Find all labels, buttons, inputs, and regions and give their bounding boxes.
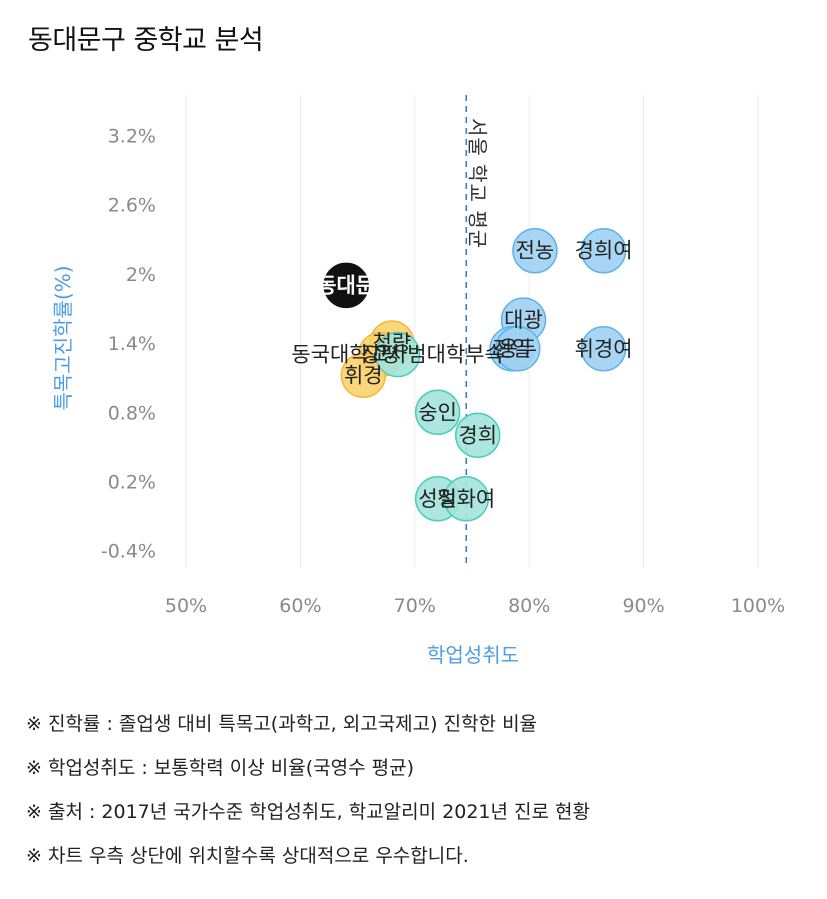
point-label: 청량 — [373, 331, 412, 355]
data-point — [495, 326, 541, 372]
data-point — [414, 389, 461, 436]
note-item: ※ 출처 : 2017년 국가수준 학업성취도, 학교알리미 2021년 진로 … — [26, 801, 590, 823]
x-tick-label: 60% — [279, 595, 321, 617]
data-point — [323, 262, 369, 309]
point-label: 전농 — [516, 239, 555, 263]
data-point — [580, 326, 627, 372]
notes-list: ※ 진학률 : 졸업생 대비 특목고(과학고, 외고국제고) 진학한 비율 ※ … — [26, 702, 590, 878]
y-tick-label: 0.2% — [108, 471, 156, 493]
data-point — [580, 227, 627, 274]
point-label: 전일 — [493, 337, 532, 361]
point-label: 장평 — [361, 343, 400, 367]
x-tick-label: 70% — [394, 595, 436, 617]
point-label: 용두 — [498, 337, 537, 361]
data-point — [454, 412, 501, 459]
reference-line-label: 서울 학교 평균 — [465, 118, 489, 249]
y-axis-title: 특목고진학률(%) — [51, 265, 75, 410]
point-label: 동국대학교사범대학부속 — [291, 343, 504, 367]
y-tick-label: -0.4% — [101, 541, 156, 563]
point-label: 휘경 — [344, 363, 383, 387]
point-label: 숭인 — [418, 400, 457, 424]
x-tick-label: 80% — [508, 595, 550, 617]
data-point — [512, 227, 558, 274]
bubble-chart: 50% 60% 70% 80% 90% 100% 3.2% 2.6% 2% 1.4% 0.8% 0.2… — [51, 95, 785, 667]
x-tick-label: 90% — [622, 595, 664, 617]
point-label: 경희 — [458, 423, 497, 447]
point-label: 대광 — [504, 308, 543, 332]
bubbles — [323, 227, 627, 522]
page-title: 동대문구 중학교 분석 — [28, 25, 264, 56]
y-tick-label: 3.2% — [108, 125, 156, 147]
point-label: 성일 — [418, 487, 457, 511]
reference-line: 서울 학교 평균 — [465, 95, 489, 568]
point-label: 휘경여 — [575, 337, 633, 361]
y-tick-label: 2.6% — [108, 195, 156, 217]
note-item: ※ 학업성취도 : 보통학력 이상 비율(국영수 평균) — [26, 757, 415, 779]
point-label: 정화여 — [437, 487, 495, 511]
data-point — [443, 476, 490, 522]
y-tick-label: 2% — [126, 264, 156, 286]
note-item: ※ 차트 우측 상단에 위치할수록 상대적으로 우수합니다. — [26, 845, 469, 867]
note-item: ※ 진학률 : 졸업생 대비 특목고(과학고, 외고국제고) 진학한 비율 — [26, 713, 538, 735]
point-label: 경희여 — [575, 239, 633, 263]
y-tick-label: 0.8% — [108, 402, 156, 424]
x-tick-label: 50% — [165, 595, 207, 617]
x-axis-title: 학업성취도 — [427, 643, 519, 667]
point-label: 동대문 — [317, 273, 375, 297]
x-tick-label: 100% — [731, 595, 785, 617]
tick-labels: 50% 60% 70% 80% 90% 100% 3.2% 2.6% 2% 1.4% 0.8% 0.2… — [101, 125, 785, 617]
data-point — [374, 331, 421, 378]
data-point — [340, 352, 387, 399]
y-tick-label: 1.4% — [108, 333, 156, 355]
